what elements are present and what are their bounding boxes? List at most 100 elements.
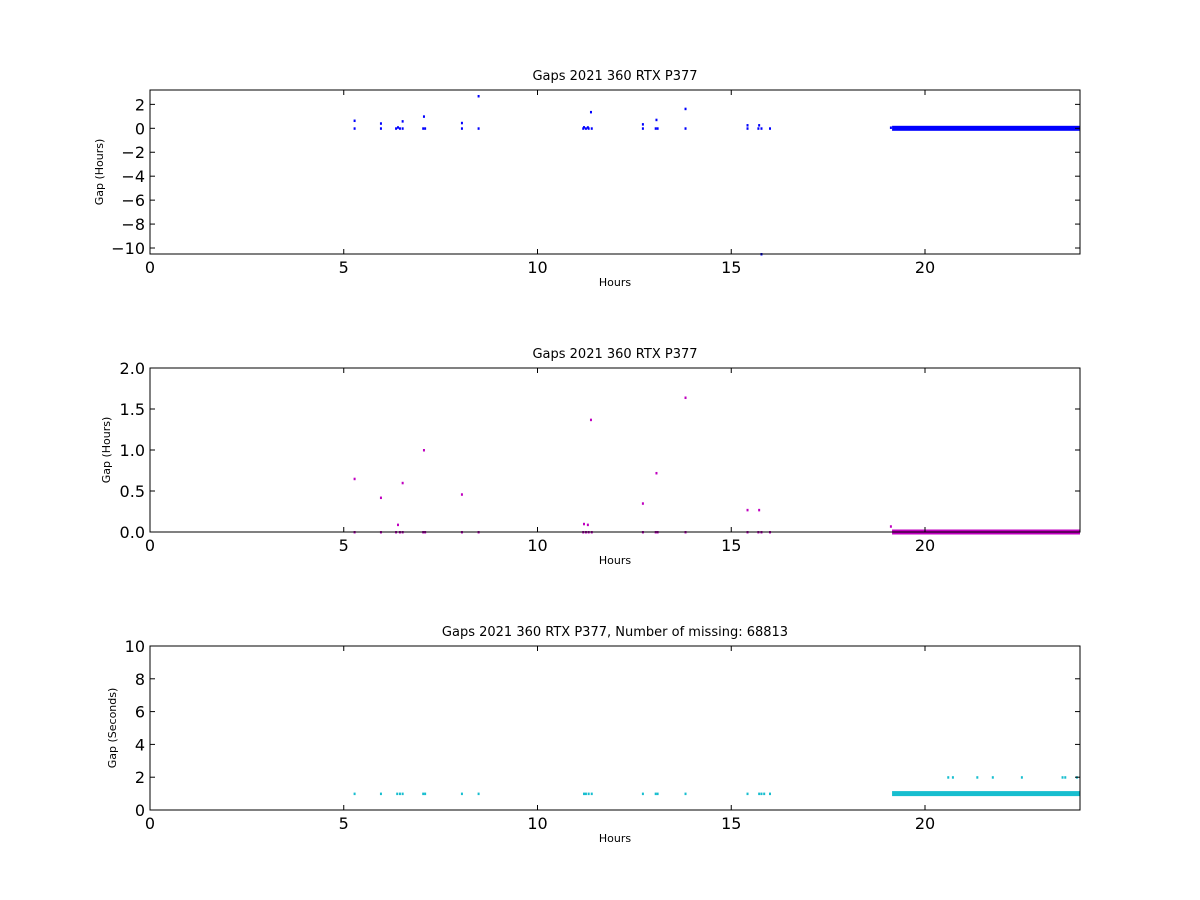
x-tick-label: 0 (145, 536, 155, 555)
x-tick-label: 0 (145, 814, 155, 833)
data-point (1061, 776, 1064, 779)
data-point (746, 508, 749, 512)
y-tick-label: 0.5 (120, 482, 145, 501)
data-point (460, 121, 463, 125)
data-point (587, 792, 590, 796)
data-point (769, 792, 771, 796)
x-tick-label: 15 (721, 536, 741, 555)
data-point (584, 792, 587, 796)
y-tick-label: 6 (135, 703, 145, 722)
gap-seconds-panel-bottom: Gaps 2021 360 RTX P377, Number of missin… (106, 625, 1081, 845)
data-point (1020, 776, 1023, 779)
data-point (947, 776, 950, 779)
data-point (654, 792, 657, 796)
data-point (976, 776, 979, 779)
plot-frame (149, 367, 1081, 533)
data-point (641, 123, 644, 126)
data-point (587, 127, 590, 130)
y-tick-label: 0 (135, 119, 145, 138)
data-point (401, 792, 404, 796)
data-point (763, 792, 766, 796)
data-point (586, 523, 589, 527)
x-tick-label: 0 (145, 258, 155, 277)
data-point (758, 124, 761, 127)
data-point (477, 94, 480, 98)
x-axis-label: Hours (599, 554, 631, 567)
data-point (656, 792, 659, 796)
data-point (590, 127, 593, 130)
data-point (424, 127, 427, 130)
x-tick-label: 20 (915, 258, 935, 277)
data-point (401, 127, 404, 130)
data-point (991, 776, 994, 779)
data-point (746, 124, 749, 127)
data-point (760, 792, 763, 796)
y-tick-label: 2.0 (120, 359, 145, 378)
data-point (422, 127, 425, 130)
data-point (684, 107, 687, 111)
x-tick-label: 15 (721, 814, 741, 833)
y-tick-label: 0.0 (120, 523, 145, 542)
y-tick-label: 4 (135, 735, 145, 754)
data-point (769, 127, 771, 130)
data-point (379, 792, 382, 796)
data-point (590, 792, 593, 796)
data-point (401, 120, 404, 123)
y-tick-label: 8 (135, 670, 145, 689)
data-point (424, 792, 427, 796)
data-point (353, 127, 356, 130)
x-tick-label: 15 (721, 258, 741, 277)
chart-title: Gaps 2021 360 RTX P377 (532, 69, 697, 84)
data-point (760, 127, 763, 130)
x-axis-label: Hours (599, 832, 631, 845)
data-point (684, 396, 687, 400)
data-point (477, 792, 480, 796)
x-tick-label: 20 (915, 814, 935, 833)
data-point (398, 792, 401, 796)
y-tick-label: −2 (121, 143, 145, 162)
y-tick-label: 1.5 (120, 400, 145, 419)
data-point (401, 481, 404, 485)
data-point (641, 127, 644, 130)
y-axis-label: Gap (Hours) (100, 417, 113, 484)
y-axis-label: Gap (Seconds) (106, 688, 119, 769)
data-point (395, 127, 398, 130)
data-points (353, 94, 1080, 256)
data-point (583, 792, 585, 796)
data-point (422, 115, 425, 118)
data-point (654, 127, 657, 130)
dense-point-band (892, 125, 1080, 131)
data-point (379, 122, 382, 125)
data-point (460, 493, 463, 496)
dense-point-band (892, 791, 1080, 797)
data-point (583, 522, 585, 526)
data-points (353, 776, 1080, 797)
x-tick-label: 10 (527, 536, 547, 555)
data-point (757, 127, 760, 130)
data-point (655, 118, 658, 122)
data-point (583, 126, 585, 129)
plot-frame (149, 645, 1081, 811)
x-tick-label: 10 (527, 258, 547, 277)
y-tick-label: −4 (121, 167, 145, 186)
y-tick-label: −6 (121, 191, 145, 210)
data-point (353, 119, 356, 123)
data-point (589, 418, 592, 422)
data-point (758, 792, 761, 796)
data-point (460, 792, 463, 796)
data-point (422, 449, 425, 452)
data-point (422, 792, 425, 796)
data-point (746, 127, 749, 130)
data-point (641, 792, 644, 796)
data-point (589, 110, 592, 114)
data-point (656, 127, 659, 130)
x-tick-label: 5 (339, 536, 349, 555)
x-tick-label: 5 (339, 814, 349, 833)
chart-title: Gaps 2021 360 RTX P377 (532, 347, 697, 362)
axis-ticks: 0 5 10 15 20 2.0 1.5 1.0 0.5 0.0 (120, 359, 1080, 555)
data-point (397, 126, 399, 129)
